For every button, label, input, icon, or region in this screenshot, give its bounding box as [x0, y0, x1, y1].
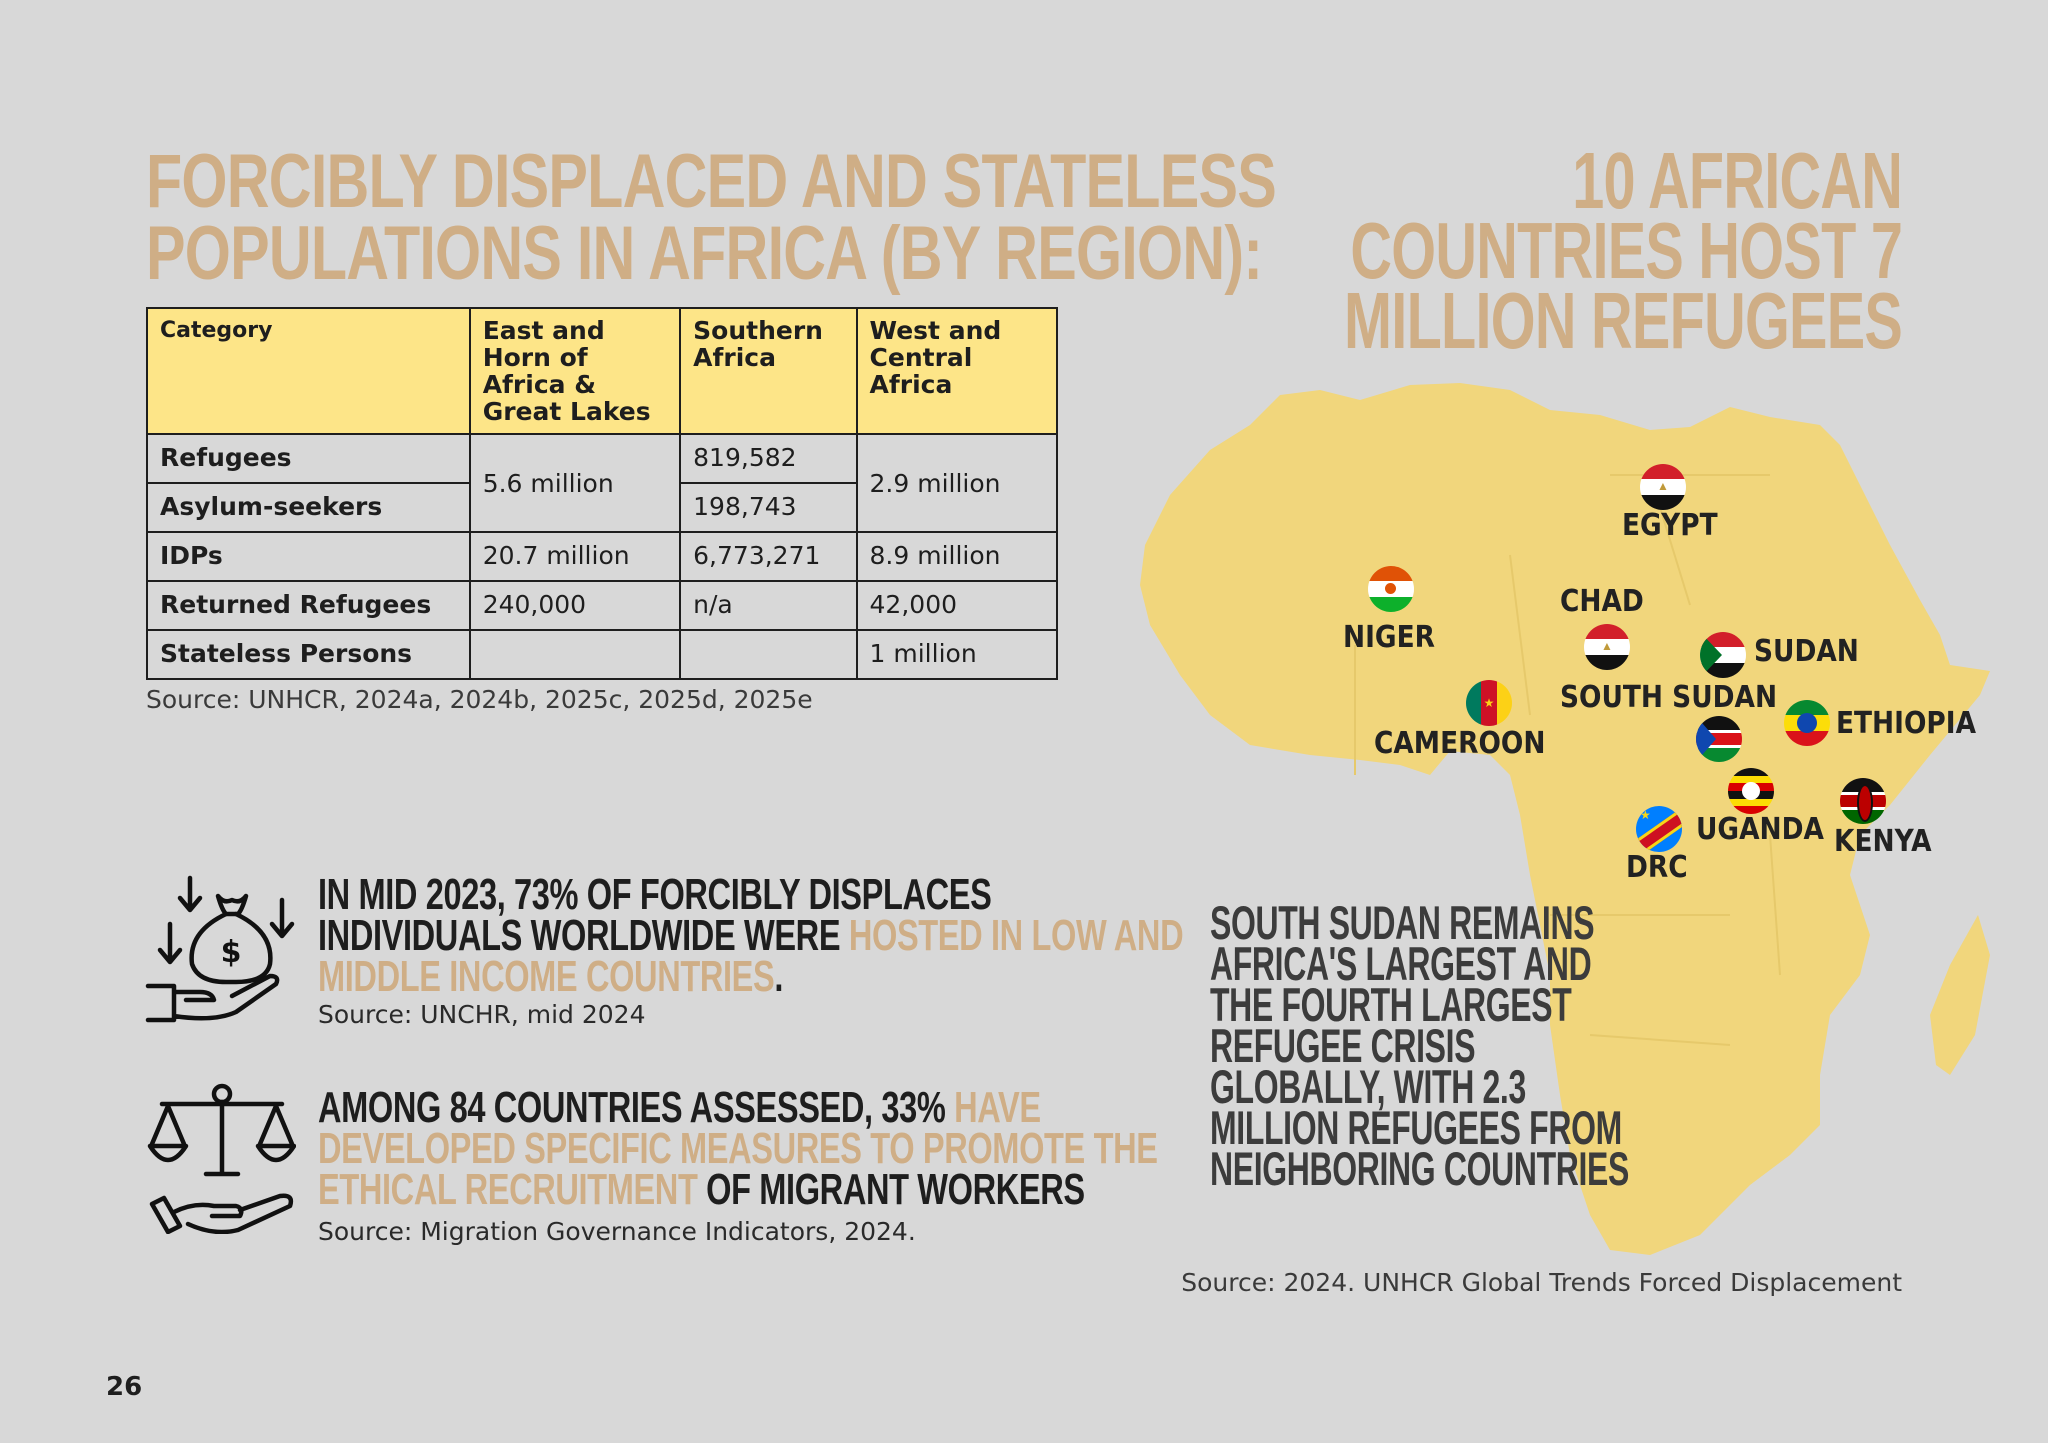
fact1-line1: IN MID 2023, 73% OF FORCIBLY DISPLACES — [318, 870, 992, 919]
cell-southern-refugees: 819,582 — [679, 433, 858, 484]
niger-flag-icon — [1368, 566, 1414, 612]
money-bag-hand-icon: $ — [145, 875, 295, 1023]
table-row: Stateless Persons 1 million — [146, 629, 1059, 680]
kenya-flag-icon — [1840, 778, 1886, 824]
crisis-line-6: MILLION REFUGEES FROM — [1210, 1101, 1622, 1154]
cell-east-idps: 20.7 million — [468, 531, 682, 582]
africa-map — [1140, 383, 1990, 1255]
uganda-flag-icon — [1728, 768, 1774, 814]
label-south-sudan: SOUTH SUDAN — [1560, 680, 1778, 715]
label-drc: DRC — [1626, 850, 1688, 885]
table-header-row: Category East and Horn of Africa & Great… — [146, 307, 1059, 435]
fact2-headline: AMONG 84 COUNTRIES ASSESSED, 33% HAVE DE… — [318, 1086, 1158, 1212]
sudan-flag-icon — [1700, 632, 1746, 678]
ethiopia-flag-icon — [1784, 700, 1830, 746]
row-label-stateless: Stateless Persons — [146, 629, 471, 680]
fact1-line3-gold: MIDDLE INCOME COUNTRIES — [318, 952, 775, 1001]
egypt-flag-icon: ▲ — [1640, 464, 1686, 510]
region-table: Category East and Horn of Africa & Great… — [146, 307, 1059, 680]
left-title: FORCIBLY DISPLACED AND STATELESS POPULAT… — [146, 139, 1277, 296]
crisis-line-1: SOUTH SUDAN REMAINS — [1210, 896, 1595, 949]
africa-shape — [1140, 383, 1990, 1255]
left-title-line-1: FORCIBLY DISPLACED AND STATELESS — [146, 139, 1277, 224]
fact1-line3-dark: . — [774, 952, 784, 1001]
page-number: 26 — [106, 1372, 143, 1402]
label-egypt: EGYPT — [1622, 508, 1718, 543]
fact2-line3-dark: OF MIGRANT WORKERS — [697, 1165, 1085, 1214]
cell-west-refugees-asylum: 2.9 million — [855, 433, 1059, 533]
map-source: Source: 2024. UNHCR Global Trends Forced… — [1181, 1268, 1902, 1297]
chad-flag-icon: ▲ — [1584, 624, 1630, 670]
cell-west-stateless: 1 million — [855, 629, 1059, 680]
south-sudan-flag-icon — [1696, 716, 1742, 762]
svg-text:$: $ — [221, 935, 242, 970]
row-label-idps: IDPs — [146, 531, 471, 582]
right-title-line-3: MILLION REFUGEES — [1343, 276, 1903, 365]
cell-southern-asylum: 198,743 — [679, 482, 858, 533]
header-category: Category — [146, 307, 471, 435]
table-row: Returned Refugees 240,000 n/a 42,000 — [146, 580, 1059, 631]
cell-southern-idps: 6,773,271 — [679, 531, 858, 582]
label-niger: NIGER — [1343, 620, 1435, 655]
fact1-headline: IN MID 2023, 73% OF FORCIBLY DISPLACES I… — [318, 873, 1184, 999]
fact-low-middle-income: IN MID 2023, 73% OF FORCIBLY DISPLACES I… — [318, 873, 1487, 1030]
label-chad: CHAD — [1560, 584, 1644, 619]
crisis-line-7: NEIGHBORING COUNTRIES — [1210, 1142, 1630, 1195]
label-kenya: KENYA — [1834, 824, 1932, 859]
cell-east-returned: 240,000 — [468, 580, 682, 631]
fact2-source: Source: Migration Governance Indicators,… — [318, 1217, 916, 1246]
fact-ethical-recruitment: AMONG 84 COUNTRIES ASSESSED, 33% HAVE DE… — [318, 1086, 1453, 1247]
drc-flag-icon: ★ — [1636, 806, 1682, 852]
table-row: Refugees 5.6 million 819,582 2.9 million — [146, 433, 1059, 533]
row-label-refugees: Refugees — [146, 433, 471, 484]
left-title-line-2: POPULATIONS IN AFRICA (BY REGION): — [146, 211, 1263, 296]
cell-west-idps: 8.9 million — [855, 531, 1059, 582]
label-ethiopia: ETHIOPIA — [1836, 706, 1977, 741]
cameroon-flag-icon: ★ — [1466, 680, 1512, 726]
crisis-line-2: AFRICA'S LARGEST AND — [1210, 937, 1592, 990]
header-southern: Southern Africa — [679, 307, 858, 435]
row-label-returned: Returned Refugees — [146, 580, 471, 631]
crisis-line-4: REFUGEE CRISIS — [1210, 1019, 1476, 1072]
row-label-asylum: Asylum-seekers — [146, 482, 471, 533]
header-west: West and Central Africa — [855, 307, 1059, 435]
crisis-line-5: GLOBALLY, WITH 2.3 — [1210, 1060, 1526, 1113]
label-cameroon: CAMEROON — [1374, 726, 1546, 761]
crisis-line-3: THE FOURTH LARGEST — [1210, 978, 1572, 1031]
table-row: IDPs 20.7 million 6,773,271 8.9 million — [146, 531, 1059, 582]
table-source: Source: UNHCR, 2024a, 2024b, 2025c, 2025… — [146, 685, 813, 714]
cell-west-returned: 42,000 — [855, 580, 1059, 631]
fact2-line2-gold: DEVELOPED SPECIFIC MEASURES TO PROMOTE T… — [318, 1124, 1158, 1173]
right-title-line-2: COUNTRIES HOST 7 — [1350, 206, 1902, 295]
table-row: Asylum-seekers 198,743 — [146, 482, 1057, 533]
scales-hand-icon — [147, 1083, 296, 1234]
label-sudan: SUDAN — [1754, 634, 1859, 669]
fact1-line2-gold: HOSTED IN LOW AND — [848, 911, 1184, 960]
right-title: 10 AFRICAN COUNTRIES HOST 7 MILLION REFU… — [1343, 136, 1903, 365]
south-sudan-crisis-text: SOUTH SUDAN REMAINS AFRICA'S LARGEST AND… — [1210, 896, 1630, 1195]
fact1-source: Source: UNCHR, mid 2024 — [318, 1000, 646, 1029]
fact1-line2-dark: INDIVIDUALS WORLDWIDE WERE — [318, 911, 849, 960]
right-title-line-1: 10 AFRICAN — [1572, 136, 1903, 225]
cell-east-refugees-asylum: 5.6 million — [468, 433, 682, 533]
madagascar-shape — [1930, 915, 1990, 1075]
fact2-line1-gold: HAVE — [954, 1083, 1041, 1132]
label-uganda: UGANDA — [1696, 812, 1824, 847]
cell-southern-returned: n/a — [679, 580, 858, 631]
cell-east-stateless — [468, 629, 682, 680]
header-east: East and Horn of Africa & Great Lakes — [468, 307, 682, 435]
cell-southern-stateless — [679, 629, 858, 680]
fact2-line1-dark: AMONG 84 COUNTRIES ASSESSED, 33% — [318, 1083, 955, 1132]
fact2-line3-gold: ETHICAL RECRUITMENT — [318, 1165, 698, 1214]
